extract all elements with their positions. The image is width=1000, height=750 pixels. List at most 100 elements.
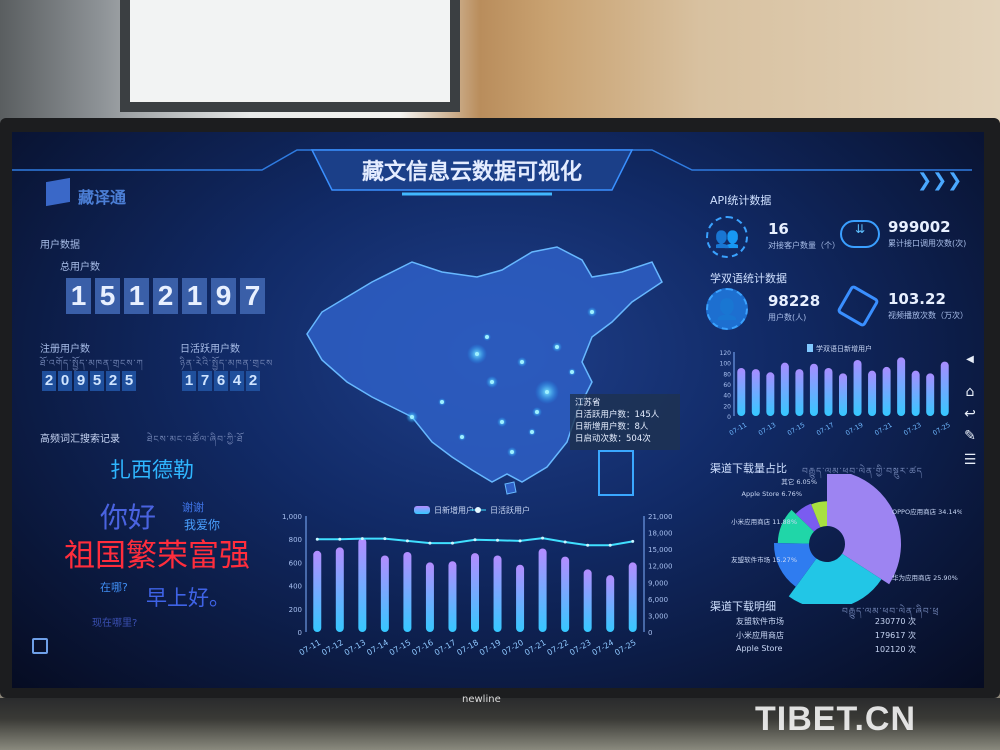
right-tick-label: 12,000 bbox=[648, 563, 673, 571]
pen-button[interactable]: ✎ bbox=[964, 428, 976, 444]
video-plays-value: 103.22 bbox=[888, 290, 946, 308]
right-tick-label: 0 bbox=[648, 629, 652, 637]
left-tick-label: 800 bbox=[289, 536, 302, 544]
digit: 9 bbox=[211, 278, 236, 314]
daily-active-label: 日活跃用户数 bbox=[180, 344, 240, 355]
registered-users-tibetan: ཐོ་འགོད་སྤྱོད་མཁན་གྲངས་ཀ bbox=[40, 359, 144, 369]
download-share-tibetan: བརྒྱུད་ལམ་ཕབ་ལེན་གྱི་བསྡུར་ཚད bbox=[802, 467, 923, 477]
user-icon: 👤 bbox=[706, 288, 748, 330]
clients-value: 16 bbox=[768, 220, 789, 238]
bilingual-users-label: 用户数(人) bbox=[768, 313, 807, 322]
row-name: Apple Store bbox=[736, 644, 783, 653]
api-stats-title: API统计数据 bbox=[710, 194, 772, 207]
x-tick-label: 07-25 bbox=[613, 638, 638, 657]
pie-label: 华为应用商店 25.90% bbox=[892, 573, 958, 582]
pie-slice bbox=[795, 503, 821, 532]
word: 谢谢 bbox=[182, 501, 204, 514]
line-point bbox=[338, 537, 342, 541]
background-window bbox=[120, 0, 460, 112]
cloud-api-icon: ⇊ bbox=[840, 220, 880, 248]
word: 我爱你 bbox=[184, 518, 221, 532]
legend-dot bbox=[475, 507, 481, 513]
map-dot bbox=[530, 430, 534, 434]
map-dot bbox=[410, 415, 414, 419]
x-tick-label: 07-18 bbox=[455, 638, 480, 657]
x-tick-label: 07-12 bbox=[320, 638, 345, 657]
x-tick-label: 07-22 bbox=[545, 638, 570, 657]
search-words-tibetan: ཐེངས་མང་འཚོལ་ཞིབ་ཀྱི་ཐོ bbox=[147, 435, 244, 445]
home-button[interactable]: ⌂ bbox=[965, 384, 975, 400]
x-tick-label: 07-15 bbox=[388, 638, 413, 657]
digit: 1 bbox=[124, 278, 149, 314]
digit: 2 bbox=[106, 371, 120, 391]
api-calls-label: 累计接口调用次数(次) bbox=[888, 239, 967, 248]
menu-button[interactable]: ☰ bbox=[963, 452, 977, 468]
bar bbox=[809, 363, 818, 416]
bar bbox=[448, 561, 457, 632]
bar bbox=[380, 555, 389, 632]
word: 现在哪里? bbox=[92, 618, 138, 629]
legend-label: 日活跃用户 bbox=[490, 505, 530, 515]
row-value: 102120 次 bbox=[874, 645, 916, 654]
bar bbox=[780, 362, 789, 416]
tooltip-launches: 日启动次数：504次 bbox=[575, 434, 651, 444]
tooltip-new: 日新增用户数：8人 bbox=[575, 422, 649, 432]
x-tick-label: 07-15 bbox=[786, 421, 806, 437]
x-tick-label: 07-21 bbox=[873, 421, 893, 437]
x-tick-label: 07-13 bbox=[757, 421, 777, 437]
digit: 5 bbox=[90, 371, 104, 391]
bar bbox=[868, 370, 877, 416]
y-tick-label: 40 bbox=[723, 393, 731, 400]
pie-label: 其它 6.05% bbox=[781, 477, 817, 486]
legend-swatch bbox=[807, 344, 813, 352]
digit: 5 bbox=[95, 278, 120, 314]
bar bbox=[516, 564, 525, 632]
map-dot bbox=[475, 352, 479, 356]
map-tooltip: 江苏省 日活跃用户数：145人 日新增用户数：8人 日启动次数：504次 bbox=[570, 394, 680, 450]
bar bbox=[839, 373, 847, 416]
map-dot bbox=[485, 335, 489, 339]
total-users-label: 总用户数 bbox=[60, 262, 100, 273]
digit: 6 bbox=[214, 371, 228, 391]
pie-label: Apple Store 6.76% bbox=[742, 490, 802, 498]
left-tick-label: 200 bbox=[289, 606, 302, 614]
right-tick-label: 6,000 bbox=[648, 596, 668, 604]
digit: 2 bbox=[42, 371, 56, 391]
left-tick-label: 1,000 bbox=[282, 513, 302, 521]
row-value: 230770 次 bbox=[874, 617, 916, 626]
digit: 1 bbox=[66, 278, 91, 314]
nav-arrows-button[interactable]: ❯❯❯ bbox=[917, 170, 963, 191]
user-data-title: 用户数据 bbox=[40, 240, 80, 251]
y-tick-label: 60 bbox=[723, 382, 731, 389]
bar bbox=[358, 538, 367, 632]
x-tick-label: 07-17 bbox=[433, 638, 458, 657]
pie-slice bbox=[811, 501, 827, 528]
map-dot bbox=[545, 390, 549, 394]
y-tick-label: 100 bbox=[720, 361, 732, 368]
logo-text: 藏译通 bbox=[78, 188, 127, 207]
collapse-toolbar-button[interactable]: ◀ bbox=[966, 354, 974, 365]
bar bbox=[606, 575, 615, 632]
fullscreen-icon[interactable] bbox=[32, 638, 48, 654]
digit: 9 bbox=[74, 371, 88, 391]
pie-slice bbox=[827, 474, 901, 585]
back-button[interactable]: ↩ bbox=[964, 406, 976, 422]
pie-slice bbox=[777, 509, 815, 544]
line-point bbox=[563, 540, 567, 544]
bar bbox=[561, 556, 570, 632]
line-point bbox=[586, 543, 590, 547]
bar bbox=[882, 366, 891, 416]
clients-label: 对接客户数量（个） bbox=[768, 241, 840, 250]
pie-label: 友盟软件市场 15.27% bbox=[731, 555, 797, 564]
download-detail-tibetan: བརྒྱུད་ལམ་ཕབ་ལེན་ཞིབ་ཕྲ bbox=[842, 607, 940, 617]
right-tick-label: 21,000 bbox=[648, 513, 673, 521]
download-share-chart: OPPO应用商店 34.14% 华为应用商店 25.90% 友盟软件市场 15.27… bbox=[731, 474, 962, 604]
left-tick-label: 600 bbox=[289, 559, 302, 567]
search-words-title: 高频词汇搜索记录 bbox=[40, 434, 120, 445]
digit: 5 bbox=[122, 371, 136, 391]
pie-slice bbox=[788, 553, 882, 604]
bar bbox=[926, 373, 935, 416]
